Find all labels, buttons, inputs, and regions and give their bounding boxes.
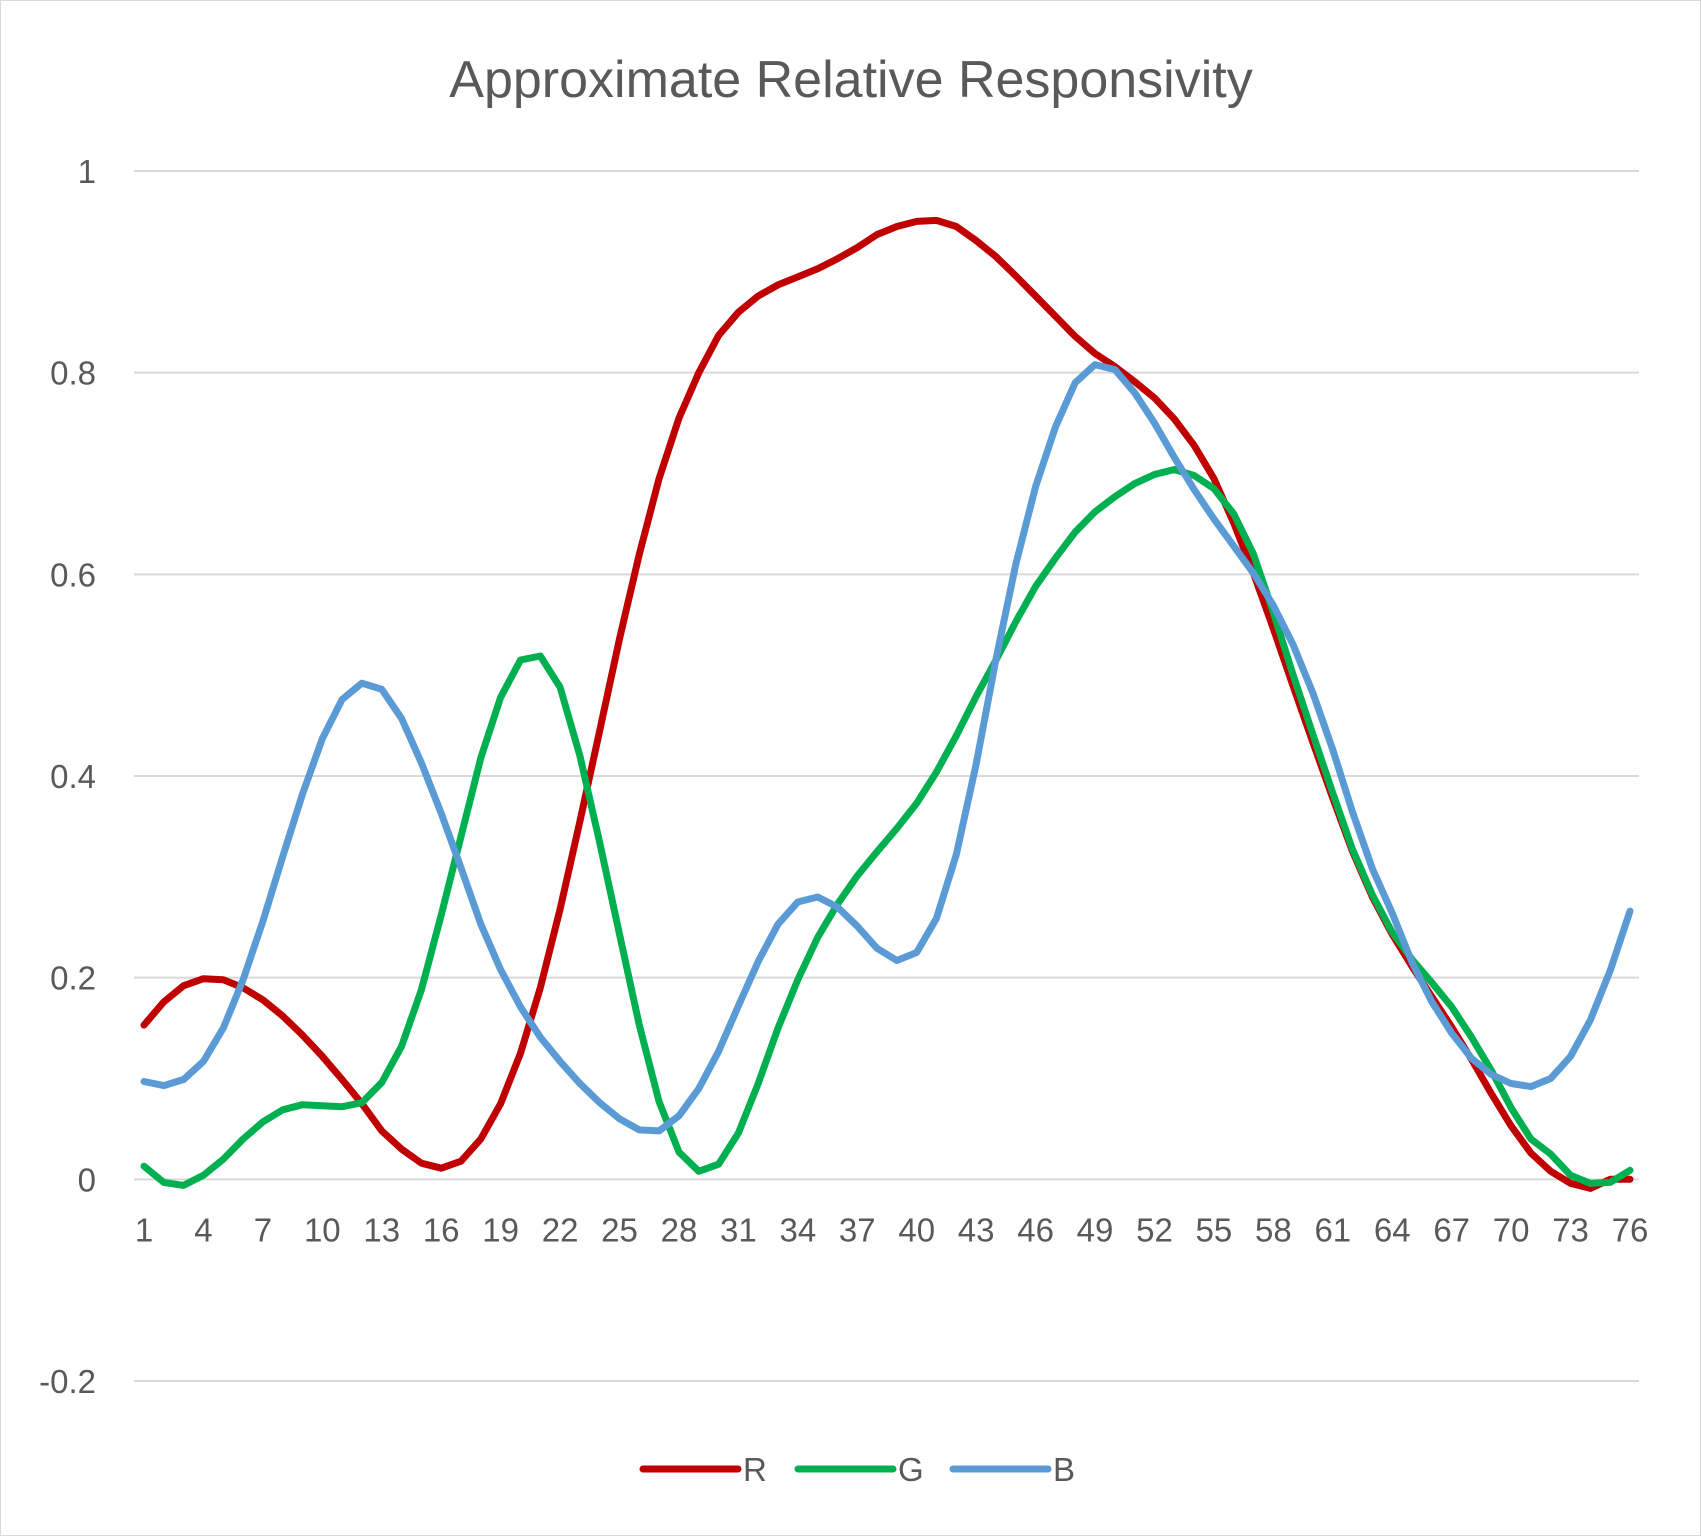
x-tick-label: 40 (898, 1211, 935, 1248)
x-tick-label: 19 (482, 1211, 519, 1248)
legend-label-G: G (898, 1451, 924, 1488)
x-tick-label: 22 (542, 1211, 579, 1248)
x-tick-label: 1 (135, 1211, 153, 1248)
x-tick-label: 73 (1552, 1211, 1589, 1248)
x-axis-ticks: 1 4 7 10 13 16 19 22 25 28 31 34 37 40 43 46 49 52 55 58 61 6… (135, 1211, 1649, 1248)
gridlines (134, 170, 1639, 1382)
x-tick-label: 64 (1374, 1211, 1411, 1248)
x-tick-label: 10 (304, 1211, 341, 1248)
legend-label-B: B (1053, 1451, 1075, 1488)
y-tick-label: 0.4 (50, 758, 96, 795)
x-tick-label: 4 (194, 1211, 212, 1248)
series-line-G (140, 466, 1634, 1189)
x-tick-label: 67 (1433, 1211, 1470, 1248)
x-tick-label: 34 (779, 1211, 816, 1248)
x-tick-label: 55 (1196, 1211, 1233, 1248)
series-lines (140, 216, 1634, 1192)
series-line-R (140, 216, 1634, 1192)
x-tick-label: 16 (423, 1211, 460, 1248)
x-tick-label: 7 (254, 1211, 272, 1248)
chart-title: Approximate Relative Responsivity (449, 51, 1252, 109)
legend-label-R: R (743, 1451, 767, 1488)
y-tick-label: 1 (78, 153, 96, 190)
series-line-B (140, 361, 1634, 1135)
y-tick-label: 0.6 (50, 556, 96, 593)
x-tick-label: 28 (661, 1211, 698, 1248)
x-tick-label: 76 (1612, 1211, 1649, 1248)
x-tick-label: 61 (1314, 1211, 1351, 1248)
y-tick-label: 0.2 (50, 960, 96, 997)
x-tick-label: 37 (839, 1211, 876, 1248)
x-tick-label: 31 (720, 1211, 757, 1248)
y-tick-label: -0.2 (39, 1363, 96, 1400)
x-tick-label: 58 (1255, 1211, 1292, 1248)
x-tick-label: 52 (1136, 1211, 1173, 1248)
x-tick-label: 43 (958, 1211, 995, 1248)
y-tick-label: 0.8 (50, 355, 96, 392)
y-tick-label: 0 (78, 1161, 96, 1198)
x-tick-label: 25 (601, 1211, 638, 1248)
x-tick-label: 49 (1077, 1211, 1114, 1248)
x-tick-label: 46 (1017, 1211, 1054, 1248)
x-tick-label: 70 (1493, 1211, 1530, 1248)
x-tick-label: 13 (363, 1211, 400, 1248)
y-axis-ticks: -0.2 0 0.2 0.4 0.6 0.8 1 (39, 153, 96, 1400)
